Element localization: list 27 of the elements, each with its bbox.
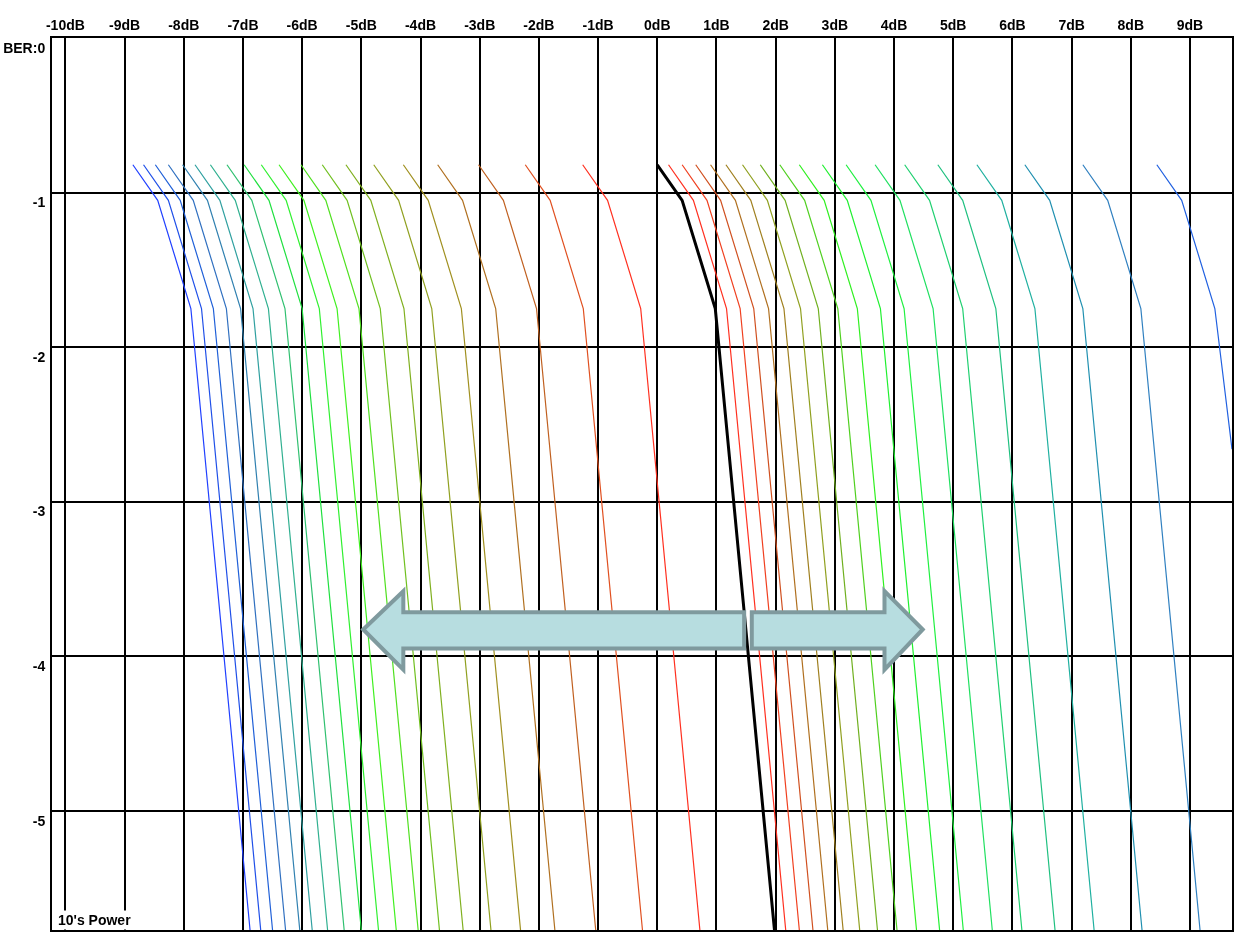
x-tick-label: 4dB bbox=[880, 17, 908, 34]
x-tick-label: -7dB bbox=[227, 17, 259, 34]
x-tick-label: 8dB bbox=[1117, 17, 1145, 34]
x-tick-label: 6dB bbox=[999, 17, 1026, 34]
x-tick-label: -5dB bbox=[345, 17, 377, 34]
y-tick-label: -5 bbox=[32, 812, 46, 829]
x-tick-label: -6dB bbox=[286, 17, 318, 34]
x-tick-label: 1dB bbox=[703, 17, 730, 34]
x-tick-label: 7dB bbox=[1058, 17, 1085, 34]
y-tick-label: -2 bbox=[32, 348, 46, 365]
y-tick-label: -4 bbox=[32, 658, 46, 675]
x-tick-label: -9dB bbox=[109, 17, 141, 34]
x-tick-label: -2dB bbox=[523, 17, 555, 34]
x-tick-label: 9dB bbox=[1176, 17, 1204, 34]
x-tick-label: -8dB bbox=[168, 17, 200, 34]
x-tick-label: -10dB bbox=[45, 17, 85, 34]
x-tick-label: 0dB bbox=[644, 17, 671, 34]
x-tick-label: 3dB bbox=[821, 17, 849, 34]
x-tick-label: 5dB bbox=[939, 17, 967, 34]
y-tick-label: -1 bbox=[32, 194, 46, 211]
x-tick-label: -1dB bbox=[582, 17, 614, 34]
y-tick-label: -3 bbox=[32, 503, 46, 520]
x-tick-label: 2dB bbox=[762, 17, 789, 34]
y-axis-title: 10's Power bbox=[58, 912, 132, 928]
y-tick-label: BER:0 bbox=[3, 39, 46, 56]
x-tick-label: -4dB bbox=[404, 17, 437, 34]
x-tick-label: -3dB bbox=[464, 17, 496, 34]
